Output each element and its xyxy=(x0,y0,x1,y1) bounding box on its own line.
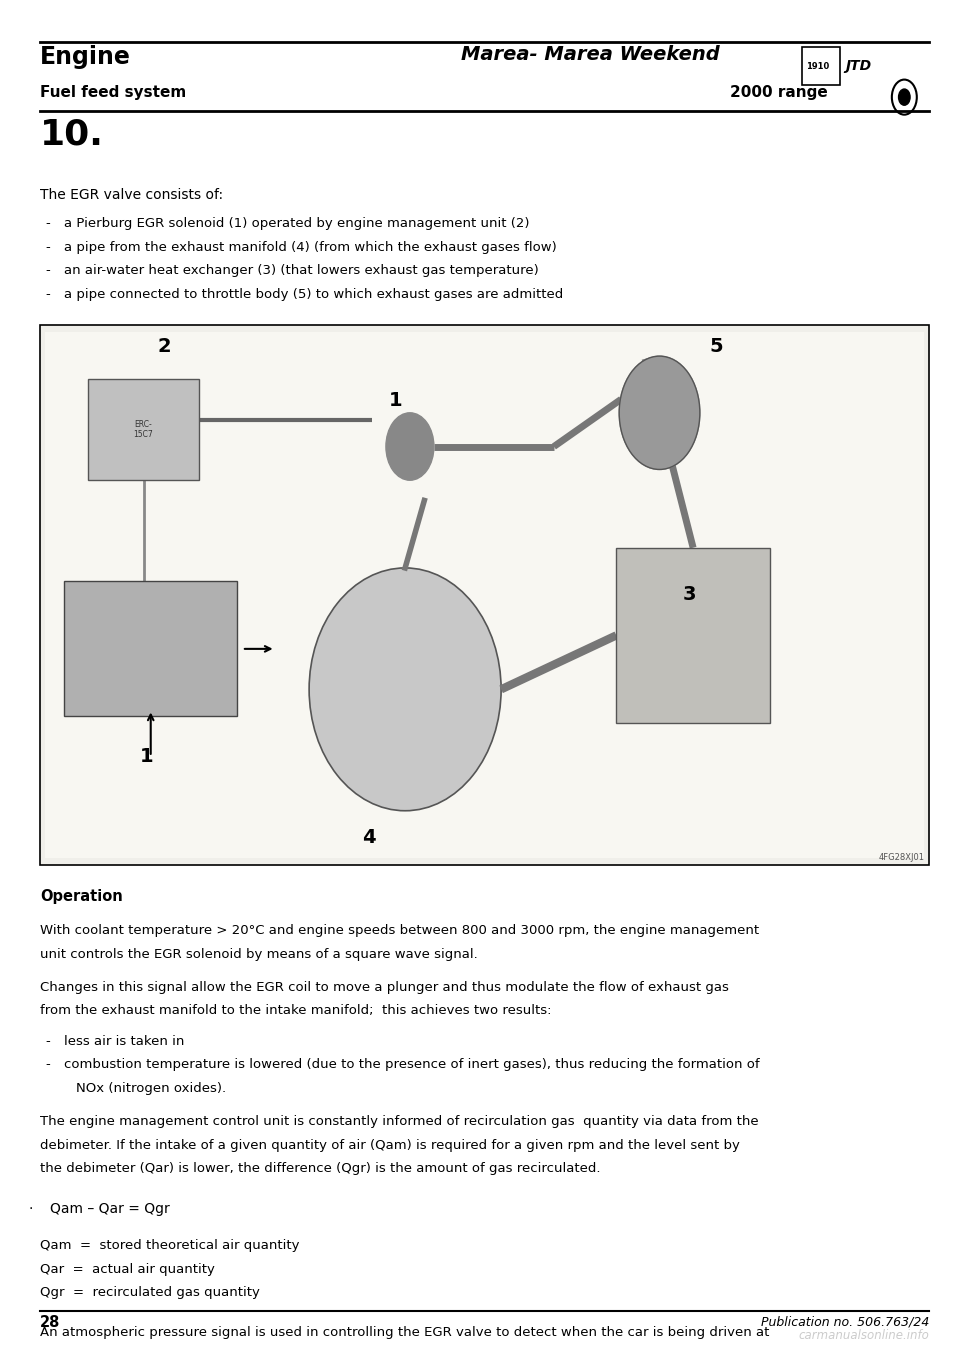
Text: Engine: Engine xyxy=(40,45,132,69)
Text: An atmospheric pressure signal is used in controlling the EGR valve to detect wh: An atmospheric pressure signal is used i… xyxy=(40,1326,770,1340)
Text: Fuel feed system: Fuel feed system xyxy=(40,85,186,100)
Text: -: - xyxy=(45,241,50,254)
Text: ERC-
15C7: ERC- 15C7 xyxy=(133,420,154,440)
Text: 1910: 1910 xyxy=(806,62,829,70)
Text: JTD: JTD xyxy=(845,59,871,73)
Bar xyxy=(64,581,237,716)
Text: 1: 1 xyxy=(389,391,402,410)
Text: -: - xyxy=(45,289,50,301)
Text: Qam – Qar = Qgr: Qam – Qar = Qgr xyxy=(50,1202,170,1215)
Text: Qgr  =  recirculated gas quantity: Qgr = recirculated gas quantity xyxy=(40,1287,260,1299)
Bar xyxy=(616,548,770,723)
Text: -: - xyxy=(45,1035,50,1048)
Text: an air-water heat exchanger (3) (that lowers exhaust gas temperature): an air-water heat exchanger (3) (that lo… xyxy=(64,264,540,278)
Circle shape xyxy=(619,356,700,469)
Text: combustion temperature is lowered (due to the presence of inert gases), thus red: combustion temperature is lowered (due t… xyxy=(64,1059,760,1071)
Circle shape xyxy=(899,89,910,105)
Text: 28: 28 xyxy=(40,1315,60,1330)
Text: -: - xyxy=(45,264,50,278)
Text: 2000 range: 2000 range xyxy=(730,85,828,100)
Text: 3: 3 xyxy=(683,585,696,604)
Text: The EGR valve consists of:: The EGR valve consists of: xyxy=(40,188,224,201)
Text: With coolant temperature > 20°C and engine speeds between 800 and 3000 rpm, the : With coolant temperature > 20°C and engi… xyxy=(40,924,759,938)
Bar xyxy=(802,47,840,85)
Text: a pipe connected to throttle body (5) to which exhaust gases are admitted: a pipe connected to throttle body (5) to… xyxy=(64,289,564,301)
Bar xyxy=(88,379,199,480)
Text: -: - xyxy=(45,217,50,231)
Text: Publication no. 506.763/24: Publication no. 506.763/24 xyxy=(761,1315,929,1329)
Text: 5: 5 xyxy=(709,337,723,356)
Text: NOx (nitrogen oxides).: NOx (nitrogen oxides). xyxy=(76,1082,226,1095)
Text: Marea- Marea Weekend: Marea- Marea Weekend xyxy=(461,45,720,63)
Bar xyxy=(45,332,924,858)
Text: Changes in this signal allow the EGR coil to move a plunger and thus modulate th: Changes in this signal allow the EGR coi… xyxy=(40,981,730,994)
Text: the debimeter (Qar) is lower, the difference (Qgr) is the amount of gas recircul: the debimeter (Qar) is lower, the differ… xyxy=(40,1163,601,1175)
Text: Qar  =  actual air quantity: Qar = actual air quantity xyxy=(40,1263,215,1276)
Text: less air is taken in: less air is taken in xyxy=(64,1035,184,1048)
Ellipse shape xyxy=(309,568,501,811)
Text: ·: · xyxy=(29,1202,34,1215)
Text: a pipe from the exhaust manifold (4) (from which the exhaust gases flow): a pipe from the exhaust manifold (4) (fr… xyxy=(64,241,557,254)
Bar xyxy=(40,325,929,865)
Text: unit controls the EGR solenoid by means of a square wave signal.: unit controls the EGR solenoid by means … xyxy=(40,948,478,960)
Text: 4FG28XJ01: 4FG28XJ01 xyxy=(878,853,924,862)
Circle shape xyxy=(386,413,434,480)
Text: 10.: 10. xyxy=(40,117,105,151)
Text: Operation: Operation xyxy=(40,889,123,904)
Text: carmanualsonline.info: carmanualsonline.info xyxy=(799,1329,929,1342)
Text: 2: 2 xyxy=(158,337,172,356)
Text: from the exhaust manifold to the intake manifold;  this achieves two results:: from the exhaust manifold to the intake … xyxy=(40,1005,552,1017)
Text: 4: 4 xyxy=(363,828,376,847)
Text: debimeter. If the intake of a given quantity of air (Qam) is required for a give: debimeter. If the intake of a given quan… xyxy=(40,1139,740,1152)
Text: a Pierburg EGR solenoid (1) operated by engine management unit (2): a Pierburg EGR solenoid (1) operated by … xyxy=(64,217,530,231)
Text: The engine management control unit is constantly informed of recirculation gas  : The engine management control unit is co… xyxy=(40,1116,759,1128)
Text: 1: 1 xyxy=(140,747,154,766)
Text: Qam  =  stored theoretical air quantity: Qam = stored theoretical air quantity xyxy=(40,1240,300,1252)
Text: -: - xyxy=(45,1059,50,1071)
